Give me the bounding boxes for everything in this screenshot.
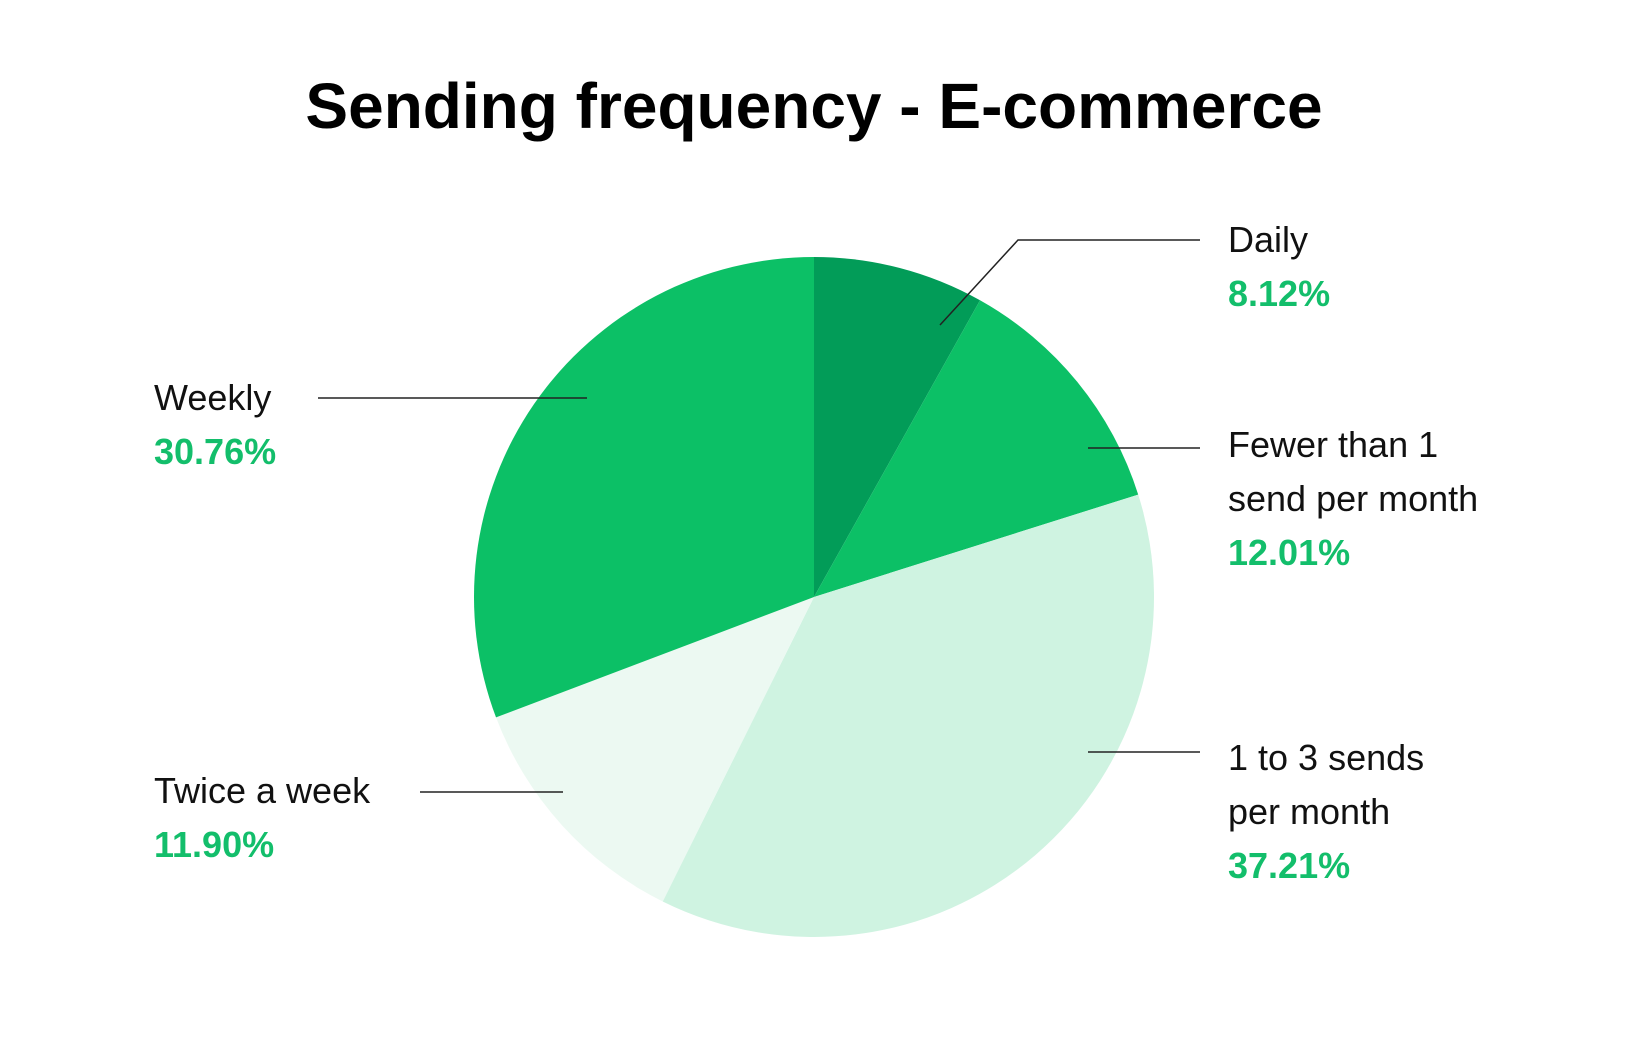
slice-value-label: 11.90% bbox=[154, 824, 274, 865]
slice-label: Twice a week bbox=[154, 770, 371, 811]
pie-slices bbox=[473, 257, 1155, 938]
pie-slice-twice-a-week bbox=[496, 597, 814, 902]
slice-value-label: 30.76% bbox=[154, 431, 276, 472]
slice-labels: Daily 8.12% Fewer than 1 send per month 12.0… bbox=[154, 219, 1478, 886]
slice-label: Daily bbox=[1228, 219, 1308, 260]
pie-slice-weekly bbox=[473, 257, 814, 718]
slice-value-label: 37.21% bbox=[1228, 845, 1350, 886]
slice-value-label: 12.01% bbox=[1228, 532, 1350, 573]
slice-label: Fewer than 1 bbox=[1228, 424, 1438, 465]
leader-lines bbox=[318, 239, 1200, 793]
chart-title: Sending frequency - E-commerce bbox=[305, 70, 1322, 142]
slice-label: send per month bbox=[1228, 478, 1478, 519]
slice-value-label: 8.12% bbox=[1228, 273, 1330, 314]
slice-label: 1 to 3 sends bbox=[1228, 737, 1424, 778]
slice-label-group: Weekly 30.76% bbox=[154, 377, 276, 472]
pie-slice-fewer-than-1-send-per-month bbox=[814, 300, 1139, 597]
slice-label-group: Daily 8.12% bbox=[1228, 219, 1330, 314]
slice-label-group: Fewer than 1 send per month 12.01% bbox=[1228, 424, 1478, 573]
slice-label: Weekly bbox=[154, 377, 271, 418]
leader-line bbox=[939, 239, 1200, 326]
pie-slice-1-to-3-sends-per-month bbox=[662, 494, 1155, 938]
slice-label-group: 1 to 3 sends per month 37.21% bbox=[1228, 737, 1424, 886]
slice-label: per month bbox=[1228, 791, 1390, 832]
slice-label-group: Twice a week 11.90% bbox=[154, 770, 371, 865]
pie-slice-daily bbox=[814, 257, 981, 597]
